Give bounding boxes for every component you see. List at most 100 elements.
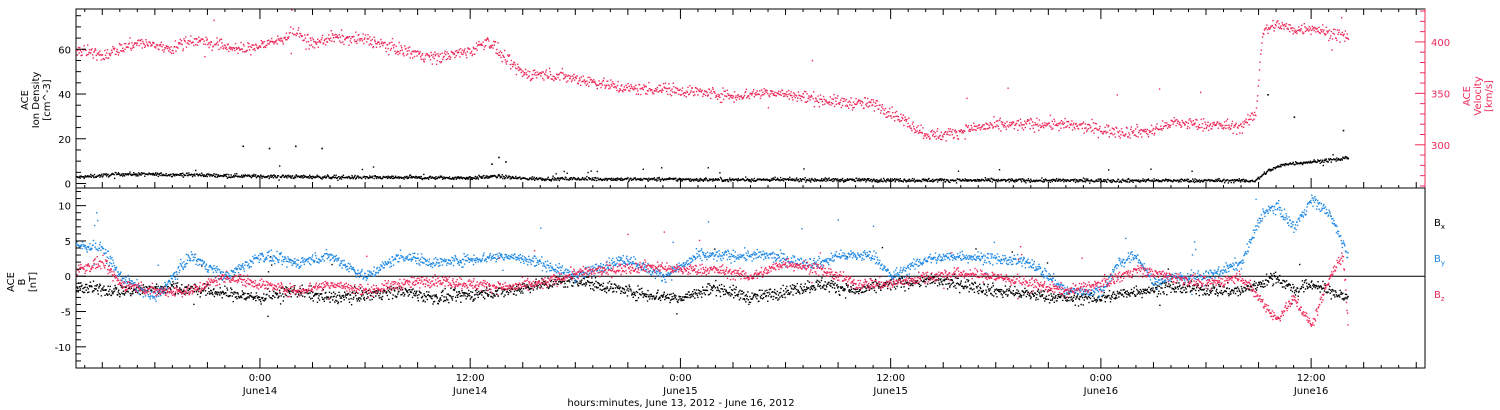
- velocity-point: [207, 44, 209, 46]
- velocity-point: [570, 80, 573, 83]
- bx-point: [337, 301, 340, 303]
- velocity-point: [1019, 125, 1021, 127]
- bx-point: [384, 290, 386, 292]
- density-point: [418, 177, 421, 179]
- density-point: [705, 177, 708, 180]
- velocity-point: [1022, 124, 1024, 126]
- velocity-point: [428, 54, 430, 56]
- velocity-point: [934, 132, 936, 134]
- velocity-point: [307, 33, 309, 36]
- density-point: [844, 180, 847, 182]
- density-point: [201, 172, 203, 174]
- velocity-point: [1332, 32, 1334, 34]
- density-point: [1272, 169, 1274, 171]
- bx-point: [113, 290, 116, 292]
- density-point: [496, 176, 498, 179]
- density-point: [1142, 178, 1144, 180]
- velocity-point: [648, 81, 650, 84]
- velocity-point: [239, 48, 242, 51]
- density-point: [1083, 180, 1085, 182]
- bx-point: [113, 288, 115, 290]
- velocity-point: [936, 130, 938, 132]
- density-point: [1107, 178, 1109, 181]
- velocity-point: [387, 47, 389, 50]
- velocity-point: [841, 97, 843, 99]
- velocity-point: [738, 98, 741, 100]
- velocity-point: [1217, 121, 1219, 124]
- velocity-point: [98, 51, 100, 54]
- bx-point: [285, 294, 288, 297]
- velocity-point: [188, 43, 190, 45]
- density-point: [593, 177, 595, 179]
- density-point: [243, 176, 245, 178]
- density-point: [1185, 179, 1188, 181]
- bx-point: [431, 295, 434, 297]
- velocity-point: [1188, 127, 1191, 129]
- density-point: [507, 177, 509, 179]
- velocity-point: [995, 120, 998, 122]
- bx-point: [226, 289, 229, 291]
- velocity-point: [1266, 24, 1268, 26]
- bx-point: [110, 294, 113, 297]
- velocity-point: [1046, 124, 1049, 126]
- velocity-point: [1093, 132, 1095, 134]
- velocity-point: [617, 80, 619, 83]
- density-point: [180, 174, 182, 176]
- velocity-point: [784, 95, 786, 97]
- density-point: [1152, 180, 1155, 183]
- density-point: [838, 180, 840, 182]
- velocity-point: [1327, 30, 1329, 33]
- density-point: [831, 178, 833, 180]
- velocity-point: [292, 28, 294, 30]
- density-point: [267, 175, 270, 177]
- density-point: [242, 174, 245, 176]
- velocity-point: [805, 90, 807, 93]
- bx-point: [269, 296, 271, 299]
- velocity-point: [1212, 123, 1215, 126]
- velocity-point: [133, 43, 135, 45]
- velocity-point: [460, 51, 462, 54]
- velocity-point: [113, 48, 115, 51]
- bx-point: [410, 291, 413, 293]
- velocity-point: [389, 49, 392, 51]
- bx-point: [220, 292, 222, 295]
- velocity-point: [203, 40, 205, 42]
- velocity-point: [544, 74, 546, 76]
- density-point: [825, 180, 827, 182]
- velocity-point: [266, 44, 268, 47]
- velocity-point: [231, 49, 234, 51]
- velocity-point: [1081, 127, 1083, 130]
- density-point: [1057, 180, 1059, 182]
- density-point: [843, 180, 846, 182]
- bx-point: [268, 295, 270, 297]
- velocity-point: [726, 89, 728, 91]
- velocity-point: [210, 41, 213, 43]
- density-point: [128, 173, 131, 175]
- density-point: [322, 177, 324, 179]
- density-point: [268, 177, 270, 180]
- density-point: [621, 178, 624, 180]
- bx-point: [403, 295, 405, 297]
- velocity-point: [174, 40, 177, 42]
- velocity-point: [282, 43, 284, 45]
- velocity-point: [526, 74, 528, 76]
- density-point: [778, 179, 781, 181]
- bx-point: [229, 294, 231, 297]
- velocity-point: [913, 128, 915, 130]
- density-point: [879, 180, 881, 183]
- density-point: [750, 181, 752, 183]
- velocity-point: [642, 88, 644, 91]
- velocity-point: [602, 80, 604, 83]
- velocity-point: [1242, 126, 1245, 128]
- bx-point: [107, 285, 109, 287]
- velocity-point: [1315, 31, 1317, 33]
- density-point: [885, 181, 887, 183]
- velocity-point: [1128, 134, 1131, 136]
- density-point: [930, 179, 933, 182]
- velocity-point: [1219, 122, 1221, 125]
- density-point: [610, 179, 612, 181]
- density-point: [87, 175, 89, 177]
- velocity-point: [534, 69, 536, 71]
- bx-point: [155, 285, 157, 288]
- velocity-point: [587, 76, 589, 79]
